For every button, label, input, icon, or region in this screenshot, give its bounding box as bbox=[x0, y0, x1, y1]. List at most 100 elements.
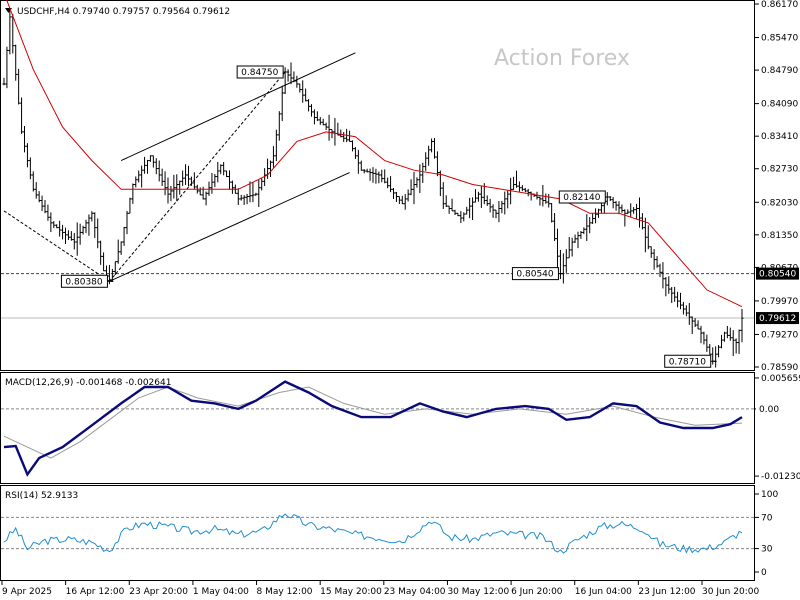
ohlc-bar bbox=[389, 176, 393, 193]
ohlc-bar bbox=[728, 327, 732, 341]
ohlc-bar bbox=[81, 225, 85, 235]
ohlc-bar bbox=[550, 202, 554, 223]
ohlc-bar bbox=[632, 207, 636, 214]
ohlc-bar bbox=[37, 191, 41, 203]
ohlc-bar bbox=[292, 71, 296, 83]
macd-signal-line bbox=[3, 386, 743, 459]
price-level-tag bbox=[756, 312, 799, 325]
ohlc-bar bbox=[219, 164, 223, 175]
ohlc-bar bbox=[274, 129, 278, 162]
ohlc-bar bbox=[667, 276, 671, 294]
x-tick-label: 1 May 04:00 bbox=[193, 587, 249, 597]
ohlc-bar bbox=[392, 187, 395, 200]
ohlc-bar bbox=[327, 114, 331, 141]
ohlc-bar bbox=[55, 224, 59, 229]
ohlc-bar bbox=[424, 152, 428, 171]
ohlc-bar bbox=[280, 85, 284, 122]
ohlc-bar bbox=[40, 195, 44, 211]
chart-title: USDCHF,H4 0.79740 0.79757 0.79564 0.7961… bbox=[17, 7, 230, 17]
ohlc-bar bbox=[166, 177, 170, 204]
ohlc-bar bbox=[731, 330, 735, 357]
price-panel-frame bbox=[0, 0, 755, 371]
ohlc-bar bbox=[189, 176, 193, 186]
ohlc-bar bbox=[20, 97, 24, 134]
ohlc-bar bbox=[614, 201, 618, 211]
ohlc-bar bbox=[412, 171, 416, 205]
ohlc-bar bbox=[664, 276, 668, 297]
x-tick-label: 23 Apr 20:00 bbox=[129, 587, 188, 597]
ohlc-bar bbox=[585, 214, 589, 241]
ohlc-bar bbox=[146, 159, 149, 174]
ohlc-bar bbox=[356, 149, 360, 174]
ohlc-bar bbox=[310, 104, 313, 117]
ohlc-bar bbox=[684, 305, 688, 317]
ohlc-bar bbox=[696, 320, 700, 330]
ohlc-bar bbox=[84, 219, 88, 234]
ohlc-bar bbox=[453, 209, 457, 216]
ohlc-bar bbox=[693, 318, 697, 328]
ohlc-bar bbox=[658, 263, 662, 277]
ohlc-bar bbox=[28, 157, 32, 180]
ohlc-bar bbox=[163, 171, 167, 196]
price-tick-label: 0.82030 bbox=[761, 198, 798, 208]
macd-title: MACD(12,26,9) -0.001468 -0.002641 bbox=[5, 378, 171, 388]
ohlc-bar bbox=[172, 174, 176, 199]
ohlc-bar bbox=[535, 191, 539, 200]
watermark: Action Forex bbox=[494, 46, 630, 71]
price-tick-label: 0.82730 bbox=[761, 165, 798, 175]
macd-panel-frame bbox=[0, 372, 755, 484]
ohlc-bar bbox=[49, 212, 53, 233]
ohlc-bar bbox=[178, 180, 182, 195]
ohlc-bar bbox=[506, 190, 510, 209]
ohlc-bar bbox=[661, 262, 665, 289]
ohlc-bar bbox=[737, 329, 741, 354]
ohlc-bar bbox=[271, 146, 275, 168]
price-panel: 0.86170 0.85470 0.84790 0.84090 0.83410 0.827… bbox=[1, 0, 799, 373]
ohlc-bar bbox=[427, 145, 431, 166]
macd-tick-label: 0.005659 bbox=[761, 374, 800, 384]
ohlc-bar bbox=[128, 197, 132, 214]
ohlc-bar bbox=[377, 171, 381, 184]
swing-point-label: 0.80380 bbox=[65, 277, 102, 287]
ohlc-bar bbox=[122, 226, 126, 246]
ohlc-bar bbox=[351, 140, 354, 152]
ohlc-bar bbox=[239, 194, 243, 201]
ohlc-bar bbox=[670, 286, 674, 303]
ohlc-bar bbox=[497, 200, 501, 223]
ohlc-bar bbox=[198, 187, 202, 196]
ohlc-bar bbox=[474, 189, 477, 203]
ohlc-bar bbox=[154, 158, 158, 175]
x-axis: 9 Apr 2025 16 Apr 12:00 23 Apr 20:00 1 May … bbox=[1, 581, 759, 597]
rsi-tick-label: 0 bbox=[761, 568, 767, 578]
ohlc-bar bbox=[503, 191, 507, 215]
ohlc-bar bbox=[69, 231, 73, 241]
price-tick-label: 0.83410 bbox=[761, 132, 798, 142]
ohlc-bar bbox=[307, 99, 311, 112]
ohlc-bar bbox=[476, 191, 480, 202]
ohlc-bar bbox=[263, 168, 267, 186]
rsi-panel-frame bbox=[0, 485, 755, 581]
swing-point-label: 0.78710 bbox=[669, 357, 706, 367]
ohlc-bar bbox=[298, 83, 302, 93]
ohlc-bar bbox=[520, 185, 524, 192]
ohlc-bar bbox=[58, 220, 62, 237]
ohlc-bar bbox=[140, 165, 144, 188]
x-tick-label: 15 May 20:00 bbox=[320, 587, 382, 597]
rsi-line bbox=[3, 513, 743, 554]
ohlc-bar bbox=[494, 209, 498, 219]
ohlc-bar bbox=[617, 201, 621, 215]
x-tick-label: 9 Apr 2025 bbox=[2, 587, 52, 597]
ohlc-bar bbox=[702, 331, 706, 345]
ohlc-bar bbox=[236, 188, 240, 205]
ohlc-bar bbox=[649, 246, 653, 258]
ohlc-bar bbox=[143, 156, 147, 174]
ohlc-bar bbox=[64, 227, 67, 245]
ohlc-bar bbox=[125, 210, 129, 235]
ohlc-bar bbox=[655, 256, 659, 268]
macd-line bbox=[3, 380, 743, 477]
ohlc-bar bbox=[468, 197, 472, 219]
ohlc-bar bbox=[192, 172, 196, 190]
ohlc-bar bbox=[629, 203, 633, 218]
ohlc-bar bbox=[216, 161, 220, 183]
ohlc-bar bbox=[456, 212, 460, 217]
